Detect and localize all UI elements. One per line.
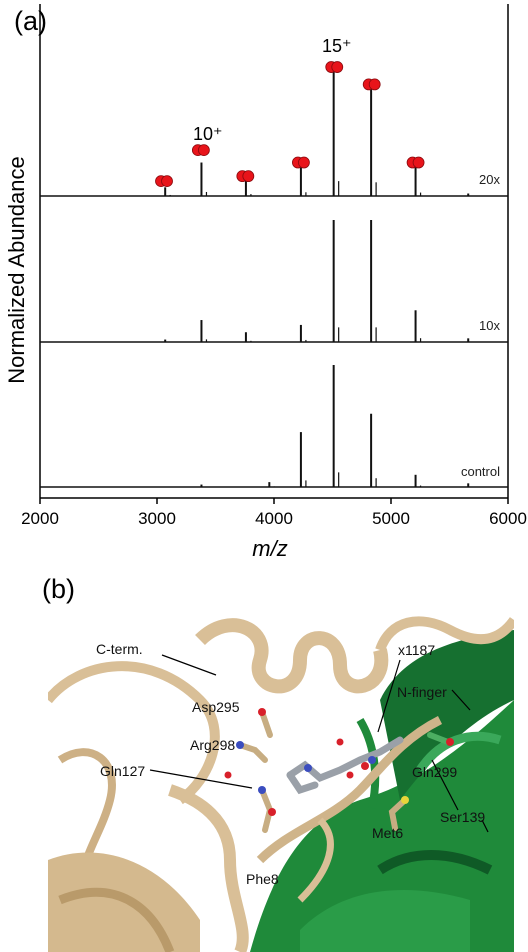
tan-loop-left [48, 661, 220, 805]
charge-state-markers [155, 61, 425, 188]
trace-labels: 20x 10x control [461, 172, 501, 479]
charge-label-15: 15⁺ [322, 36, 352, 56]
panel-a-label: (a) [14, 6, 47, 36]
x-tick-label: 6000 [489, 509, 527, 528]
ribbon-render [48, 616, 514, 952]
label-n-finger: N-finger [397, 684, 447, 700]
tan-coil [256, 715, 443, 864]
label-met6: Met6 [372, 825, 403, 841]
label-arg298: Arg298 [190, 737, 235, 753]
x-axis-title: m/z [252, 536, 287, 561]
tan-strand-center [168, 784, 249, 952]
x-tick-label: 4000 [255, 509, 293, 528]
panel-b-label: (b) [42, 574, 75, 604]
label-phe8: Phe8 [246, 871, 279, 887]
protein-structure-panel: (b) [42, 574, 514, 952]
charge-state-marker [161, 175, 173, 188]
green-domain [250, 700, 514, 952]
label-ser139: Ser139 [440, 809, 485, 825]
charge-state-marker [298, 156, 310, 169]
green-strand-2 [416, 731, 502, 773]
green-strand [377, 850, 493, 875]
tan-coil-2 [297, 817, 334, 903]
charge-state-marker [197, 144, 210, 157]
spectrum-traces [40, 72, 508, 488]
green-domain-upper [380, 630, 514, 800]
mass-spectra-panel: (a) 2000 3000 4000 5000 6000 20x 10x control 1… [4, 4, 527, 561]
tan-strand-bottom [58, 887, 175, 952]
charge-state-marker [412, 156, 425, 169]
label-x1187: x1187 [398, 642, 435, 658]
tan-helix [195, 618, 389, 694]
charge-label-10: 10⁺ [193, 124, 223, 144]
trace-label: 10x [479, 318, 500, 333]
charge-state-marker [368, 78, 381, 91]
ligand-sticks [224, 708, 454, 833]
tan-helix-2 [375, 616, 514, 652]
label-c-term: C-term. [96, 641, 143, 657]
green-sheet [300, 890, 470, 952]
x-tick-label: 3000 [138, 509, 176, 528]
label-asp295: Asp295 [192, 699, 240, 715]
label-gln127: Gln127 [100, 763, 145, 779]
y-axis-title: Normalized Abundance [4, 156, 29, 383]
x-tick-label: 5000 [372, 509, 410, 528]
annotation-arrows [149, 654, 489, 833]
label-gln299: Gln299 [412, 764, 457, 780]
x-axis-ticks: 2000 3000 4000 5000 6000 [21, 498, 527, 528]
trace-label: control [461, 464, 500, 479]
charge-state-marker [331, 61, 344, 73]
x-tick-label: 2000 [21, 509, 59, 528]
charge-state-marker [242, 170, 255, 183]
trace-label: 20x [479, 172, 500, 187]
